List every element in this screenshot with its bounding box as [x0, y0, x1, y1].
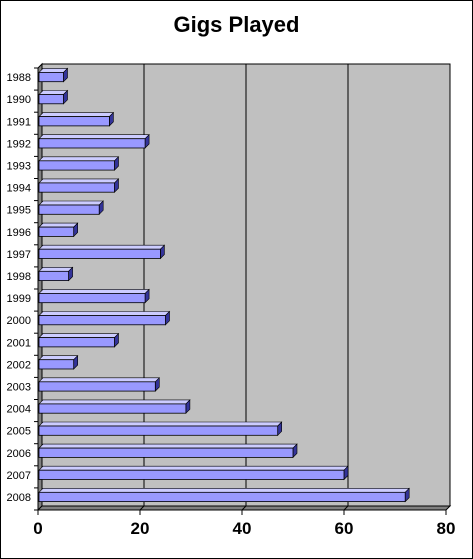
gridline-floor: [343, 505, 349, 511]
bar-top: [38, 377, 161, 383]
y-tick-label: 1988: [7, 72, 31, 84]
bar: [38, 403, 187, 414]
y-tick-label: 1993: [7, 160, 31, 172]
bar: [38, 138, 146, 149]
bar: [38, 359, 75, 370]
bar-top: [38, 333, 120, 338]
side-wall: [37, 62, 43, 512]
bar-top: [38, 112, 115, 117]
y-tick-label: 2007: [7, 470, 31, 482]
x-tick-label: 0: [33, 519, 42, 538]
y-tick-label: 1994: [7, 183, 31, 195]
bar: [38, 293, 146, 304]
bar: [38, 182, 115, 193]
bar: [38, 381, 156, 392]
bar-top: [38, 421, 283, 427]
bar-top: [38, 244, 166, 250]
y-tick-label: 1990: [7, 94, 31, 106]
bar-top: [38, 443, 298, 449]
gridline-floor: [139, 505, 145, 511]
bar: [38, 447, 294, 458]
x-tick-label: 60: [335, 519, 354, 538]
y-tick-label: 2002: [7, 359, 31, 371]
bar: [38, 491, 406, 502]
bar-top: [38, 178, 120, 184]
bar: [38, 315, 166, 326]
bar: [38, 226, 75, 237]
x-tick-label: 80: [437, 519, 456, 538]
bar: [38, 469, 345, 480]
bar-top: [38, 289, 150, 294]
bar: [38, 160, 115, 171]
gridline-floor: [241, 505, 247, 511]
bar-top: [38, 311, 171, 316]
bar: [38, 72, 64, 83]
y-tick-label: 1999: [7, 293, 31, 305]
bar-top: [38, 222, 79, 228]
bar: [38, 270, 70, 281]
y-tick-label: 1995: [7, 205, 31, 217]
y-tick-label: 2006: [7, 448, 31, 460]
bar-top: [38, 134, 150, 140]
y-tick-label: 2008: [7, 492, 31, 504]
bar-top: [38, 355, 79, 361]
bar: [38, 204, 100, 215]
y-tick-label: 2003: [7, 381, 31, 393]
y-tick-label: 2001: [7, 337, 31, 349]
bar: [38, 116, 110, 127]
x-tick-label: 20: [131, 519, 150, 538]
y-tick-label: 2000: [7, 315, 31, 327]
y-tick-label: 2004: [7, 404, 31, 416]
bar: [38, 337, 115, 348]
bar: [38, 248, 161, 259]
y-tick-label: 1991: [7, 116, 31, 128]
bar-top: [38, 200, 104, 206]
bar-top: [38, 488, 410, 493]
y-tick-label: 1997: [7, 249, 31, 261]
bar-top: [38, 267, 74, 272]
y-tick-label: 1992: [7, 138, 31, 150]
bar-top: [38, 68, 69, 73]
bar-top: [38, 90, 69, 95]
bar: [38, 425, 279, 436]
y-tick-label: 2005: [7, 426, 31, 438]
bar-top: [38, 465, 349, 471]
y-tick-label: 1996: [7, 227, 31, 239]
bar-top: [38, 156, 120, 162]
bar: [38, 94, 64, 105]
x-tick-label: 40: [233, 519, 252, 538]
bar-top: [38, 399, 191, 405]
y-tick-label: 1998: [7, 271, 31, 283]
chart-title: Gigs Played: [173, 12, 300, 37]
